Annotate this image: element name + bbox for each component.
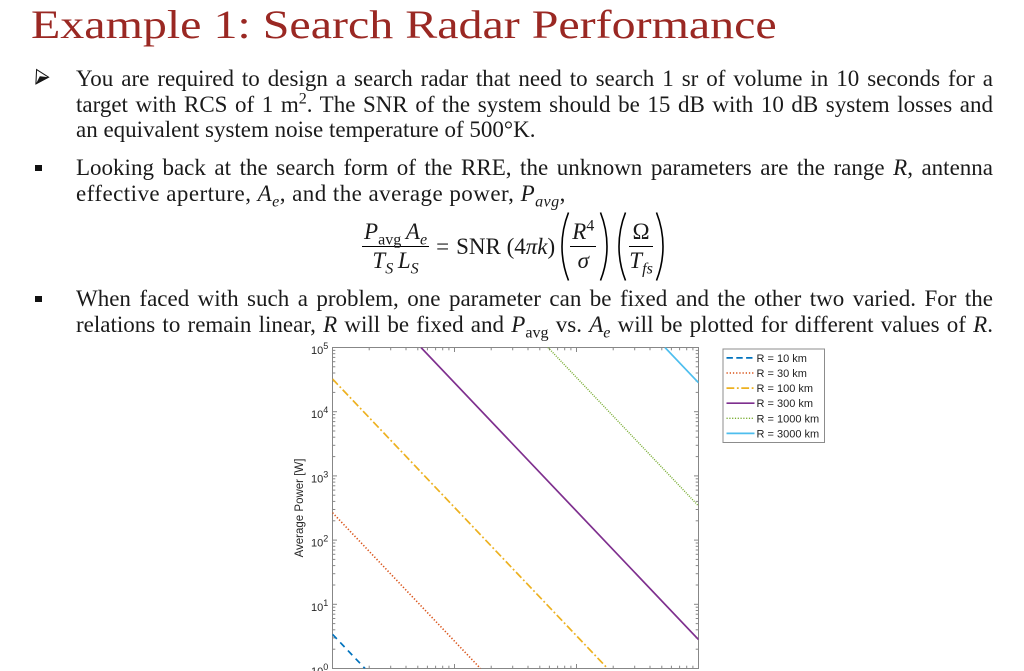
svg-text:104: 104 <box>311 405 328 421</box>
svg-text:101: 101 <box>311 598 328 614</box>
svg-text:103: 103 <box>311 469 328 485</box>
svg-text:105: 105 <box>311 341 328 357</box>
svg-text:R = 10 km: R = 10 km <box>757 353 807 365</box>
svg-text:100: 100 <box>311 662 328 671</box>
svg-text:R = 300 km: R = 300 km <box>757 398 814 410</box>
svg-text:R = 100 km: R = 100 km <box>757 383 814 395</box>
svg-text:R = 30 km: R = 30 km <box>757 368 807 380</box>
svg-text:R = 1000 km: R = 1000 km <box>757 413 820 425</box>
svg-text:102: 102 <box>311 534 328 550</box>
svg-text:Average Power [W]: Average Power [W] <box>294 459 306 558</box>
svg-text:R = 3000 km: R = 3000 km <box>757 428 820 440</box>
